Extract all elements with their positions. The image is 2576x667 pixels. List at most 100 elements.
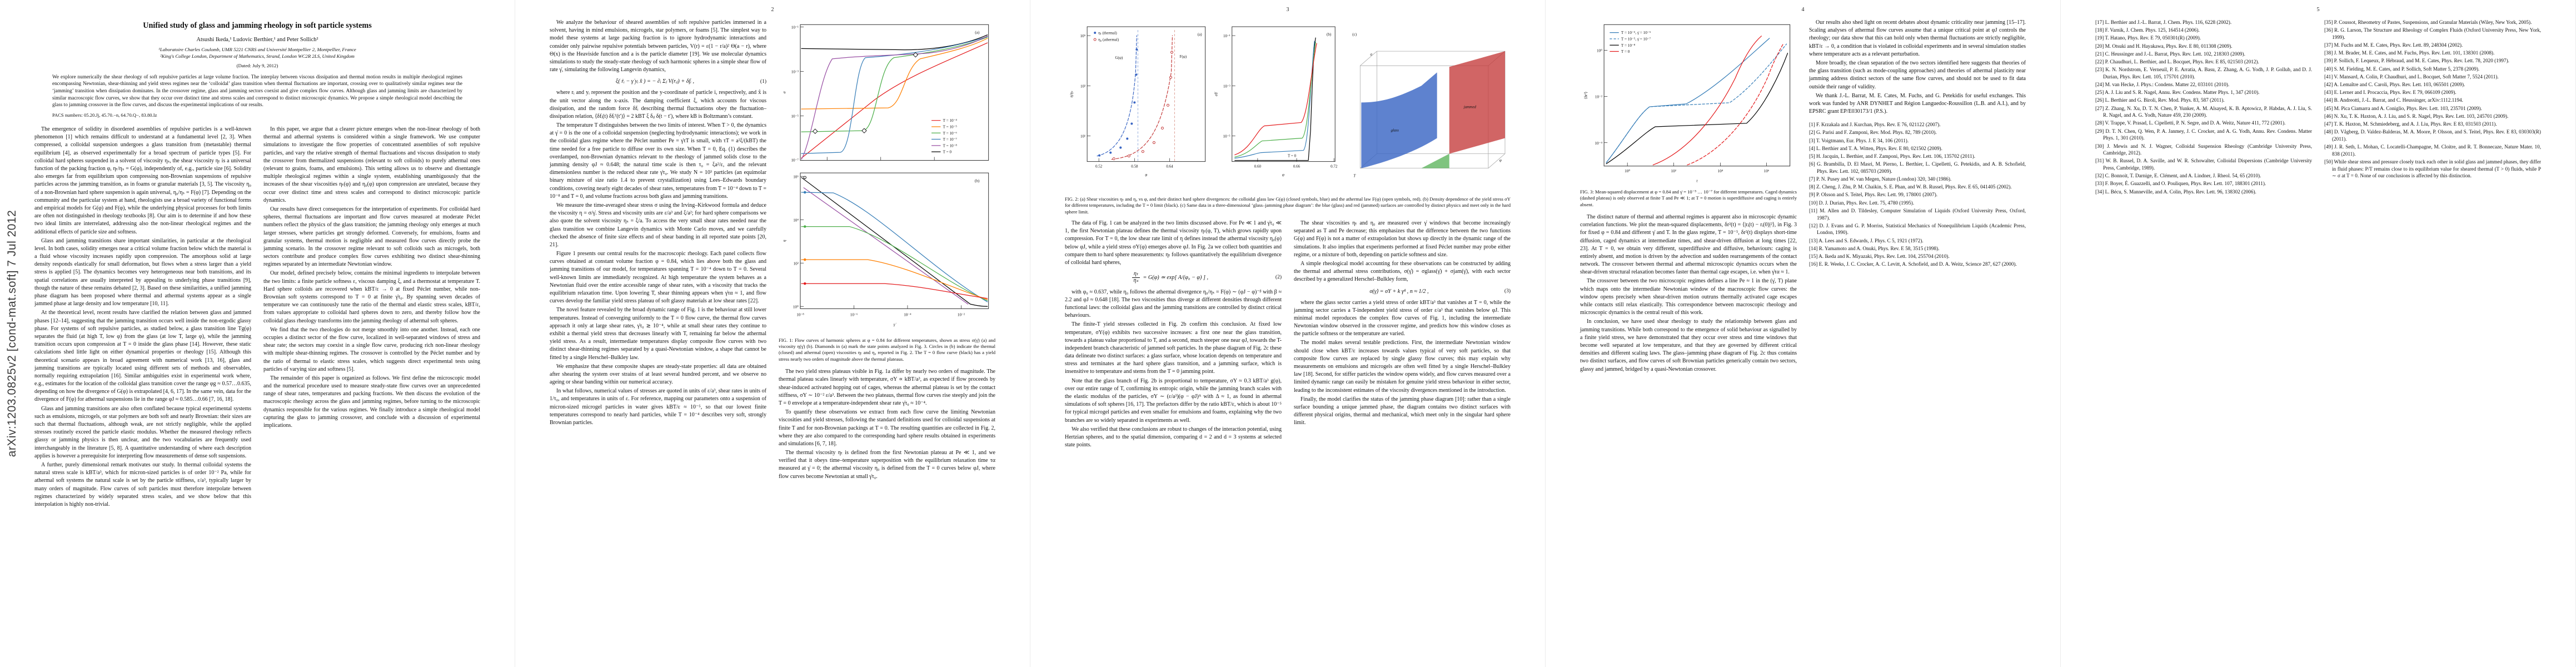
- fig1-flow-curves-a: [801, 34, 988, 160]
- fig1-xlabel: γ̇: [894, 322, 897, 327]
- reference-item: [24] M. van Hecke, J. Phys.: Condens. Ma…: [2095, 82, 2230, 87]
- paragraph: Glass and jamming transitions share impo…: [34, 237, 251, 307]
- column-paragraphs: where rᵢ and yᵢ represent the position a…: [550, 89, 766, 427]
- fig2-thermal-points: [1098, 48, 1138, 157]
- fig3-ytick: 10⁰: [1597, 49, 1602, 53]
- paper-title: Unified study of glass and jamming rheol…: [143, 21, 372, 30]
- fig2-xlabel-b: φ: [1282, 173, 1284, 177]
- reference-item: [1] F. Krzakala and J. Kurchan, Phys. Re…: [1809, 122, 1941, 128]
- reference-list: [35] P. Coussot, Rheometry of Pastes, Su…: [2324, 19, 2541, 180]
- fig1-ytick: 10⁻⁵: [791, 115, 799, 119]
- page2-col2: 10⁻¹ 10⁻³ 10⁻⁵ 10⁻⁷ σ (a): [779, 19, 995, 482]
- equation-2-formula: ηₜ ηₛ = G(φ) ≃ exp[ A/(φ₀ − φ) ] ,: [1065, 271, 1275, 283]
- reference-item: [7] P. N. Pusey and W. van Megen, Nature…: [1809, 176, 1952, 182]
- paragraph: The temperature T distinguishes between …: [550, 122, 766, 200]
- paragraph: We thank J.-L. Barrat, M. E. Cates, M. F…: [1809, 92, 2026, 115]
- reference-item: [2] G. Parisi and F. Zamponi, Rev. Mod. …: [1809, 130, 1937, 136]
- fig1-legend-entry: T = 10⁻⁷: [943, 137, 958, 142]
- reference-item: [17] L. Berthier and J.-L. Barrat, J. Ch…: [2095, 19, 2232, 25]
- reference-item: [38] J. M. Brader, M. E. Cates, and M. F…: [2324, 50, 2495, 56]
- fig2-glass-label: glass: [1391, 128, 1399, 132]
- paragraph: More broadly, the clean separation of th…: [1809, 59, 2026, 90]
- fig2-jammed-label: jammed: [1463, 104, 1477, 109]
- fig2-G-label: G(φ): [1115, 56, 1123, 60]
- fig1-xtick: 10⁻⁸: [796, 313, 804, 317]
- page1-col2: In this paper, we argue that a clearer p…: [263, 126, 480, 510]
- reference-item: [22] P. Chaudhuri, L. Berthier, and L. B…: [2095, 58, 2259, 64]
- paragraph: The shear viscosities ηₜ and η₀ are meas…: [1294, 220, 1511, 258]
- fig1-legend-entry: T = 10⁻⁵: [943, 125, 958, 130]
- fig2-jamming-surface: [1449, 51, 1505, 154]
- reference-item: [16] E. R. Weeks, J. C. Crocker, A. C. L…: [1809, 261, 2017, 267]
- fig1-legend-entry: T = 10⁻⁶: [943, 131, 958, 136]
- fig2-ticks-b: [1232, 35, 1334, 162]
- fig3-legend-entry: T = 10⁻⁵, γ̇ = 10⁻⁷: [1621, 37, 1651, 41]
- figure-3: 10⁰ 10⁻² 10⁻⁴ 10⁰ 10² 10⁴ 10⁶ ⟨δr²⟩ t: [1580, 19, 1797, 208]
- paragraph: Glass and jamming transitions are also o…: [34, 405, 251, 459]
- fig3-xtick: 10²: [1671, 169, 1676, 173]
- paragraph: We analyze the behaviour of sheared asse…: [550, 19, 766, 73]
- fig2-legend-a: ηₜ (thermal) η₀ (athermal): [1093, 31, 1119, 42]
- fig3-ylabel: ⟨δr²⟩: [1583, 92, 1588, 99]
- paragraph: The finite-T yield stresses collected in…: [1065, 321, 1282, 375]
- fig1-ytick: 10⁻³: [791, 69, 799, 74]
- fig1-ytick: 10²: [794, 261, 799, 266]
- paragraph: At the theoretical level, recent results…: [34, 310, 251, 403]
- reference-item: [28] V. Trappe, V. Prasad, L. Cipelletti…: [2095, 120, 2286, 126]
- affiliation-1: ¹Laboratoire Charles Coulomb, UMR 5221 C…: [158, 47, 356, 52]
- reference-item: [18] F. Varnik, J. Chem. Phys. 125, 1645…: [2095, 27, 2200, 33]
- reference-item: [25] A. J. Liu and S. R. Nagel, Annu. Re…: [2095, 89, 2260, 96]
- reference-item: [5] H. Jacquin, L. Berthier, and F. Zamp…: [1809, 153, 1976, 159]
- column-paragraphs: with φ₀ ≈ 0.637, while η₀ follows the at…: [1065, 288, 1282, 450]
- fig3-legend: T = 10⁻⁵, γ̇ = 10⁻⁵ T = 10⁻⁵, γ̇ = 10⁻⁷ …: [1610, 31, 1651, 54]
- fig2-xtick: 0.58: [1131, 165, 1138, 169]
- reference-item: [8] Z. Cheng, J. Zhu, P. M. Chaikin, S. …: [1809, 184, 2012, 190]
- fig1-ylabel-b: η: [782, 240, 786, 242]
- reference-item: [26] L. Berthier and G. Biroli, Rev. Mod…: [2095, 97, 2225, 103]
- reference-item: [3] T. Voigtmann, Eur. Phys. J. E 34, 10…: [1809, 137, 1909, 143]
- paragraph: Figure 1 presents our central results fo…: [550, 251, 766, 305]
- reference-item: [37] M. Fuchs and M. E. Cates, Phys. Rev…: [2324, 42, 2463, 48]
- paragraph: In this paper, we argue that a clearer p…: [263, 126, 480, 203]
- reference-item: [20] M. Otsuki and H. Hayakawa, Phys. Re…: [2095, 43, 2233, 49]
- paragraph: We also verified that these conclusions …: [1065, 426, 1282, 449]
- reference-item: [41] V. Mansard, A. Colin, P. Chaudhuri,…: [2324, 73, 2499, 79]
- fig2-xtick: 0.52: [1095, 165, 1103, 169]
- fig3-xtick: 10⁰: [1625, 169, 1630, 173]
- equation-2: ηₜ ηₛ = G(φ) ≃ exp[ A/(φ₀ − φ) ] , (2): [1065, 271, 1282, 283]
- reference-item: [32] C. Bonnoit, T. Darnige, E. Clément,…: [2095, 173, 2261, 179]
- fig2-ytick: 10⁻³: [1223, 84, 1230, 88]
- reference-item: [29] D. T. N. Chen, Q. Wen, P. A. Janmey…: [2095, 128, 2312, 141]
- fig1-xtick: 10⁻⁶: [850, 313, 858, 317]
- paragraph: A simple rheological model accounting fo…: [1294, 260, 1511, 283]
- page4-col1: 10⁰ 10⁻² 10⁻⁴ 10⁰ 10² 10⁴ 10⁶ ⟨δr²⟩ t: [1580, 19, 1797, 375]
- fig2-legend-athermal: η₀ (athermal): [1098, 38, 1119, 42]
- fig1-flow-curves-b: [801, 177, 988, 307]
- page2-columns: We analyze the behaviour of sheared asse…: [550, 19, 995, 482]
- abstract: We explore numerically the shear rheolog…: [52, 73, 462, 108]
- paragraph: The distinct nature of thermal and ather…: [1580, 213, 1797, 276]
- page-number: 4: [1801, 7, 1805, 13]
- fig1-viscosity-markers: [803, 176, 806, 285]
- paragraph: A further, purely dimensional remark mot…: [34, 461, 251, 507]
- column-paragraphs: where the glass sector carries a yield s…: [1294, 299, 1511, 427]
- equation-1-formula: ξ( ṙᵢ − γ̇ yᵢ x̂ ) = − ∂ᵢ Σⱼ V(rᵢⱼ) + δf…: [615, 78, 695, 85]
- pacs-line: PACS numbers: 05.20.Jj, 45.70.−n, 64.70.…: [52, 112, 157, 118]
- figure-1-plot: 10⁻¹ 10⁻³ 10⁻⁵ 10⁻⁷ σ (a): [782, 24, 989, 327]
- page-3: 3 10⁵ 1: [1030, 0, 1546, 667]
- page-2: 2 We analyze the behaviour of sheared as…: [515, 0, 1030, 667]
- paragraph: In conclusion, we have used shear rheolo…: [1580, 318, 1797, 372]
- reference-item: [11] M. Allen and D. Tildesley, Computer…: [1809, 207, 2026, 221]
- paragraph: The thermal viscosity ηₜ is defined from…: [779, 450, 995, 480]
- fig2-athermal-points: [1112, 51, 1173, 161]
- figure-3-plot: 10⁰ 10⁻² 10⁻⁴ 10⁰ 10² 10⁴ 10⁶ ⟨δr²⟩ t: [1583, 24, 1791, 183]
- fig1-legend-entry: T = 10⁻⁴: [943, 118, 958, 123]
- fig2-3d-T-axis: T: [1353, 174, 1356, 178]
- paragraph: Our results have direct consequences for…: [263, 206, 480, 268]
- reference-item: [21] C. Heussinger and J.-L. Barrat, Phy…: [2095, 51, 2245, 57]
- figure-2-caption: FIG. 2: (a) Shear viscosities ηₜ and η₀ …: [1065, 196, 1511, 215]
- page5-col2: [35] P. Coussot, Rheometry of Pastes, Su…: [2324, 19, 2541, 196]
- fig3-legend-entry: T = 0: [1621, 49, 1630, 54]
